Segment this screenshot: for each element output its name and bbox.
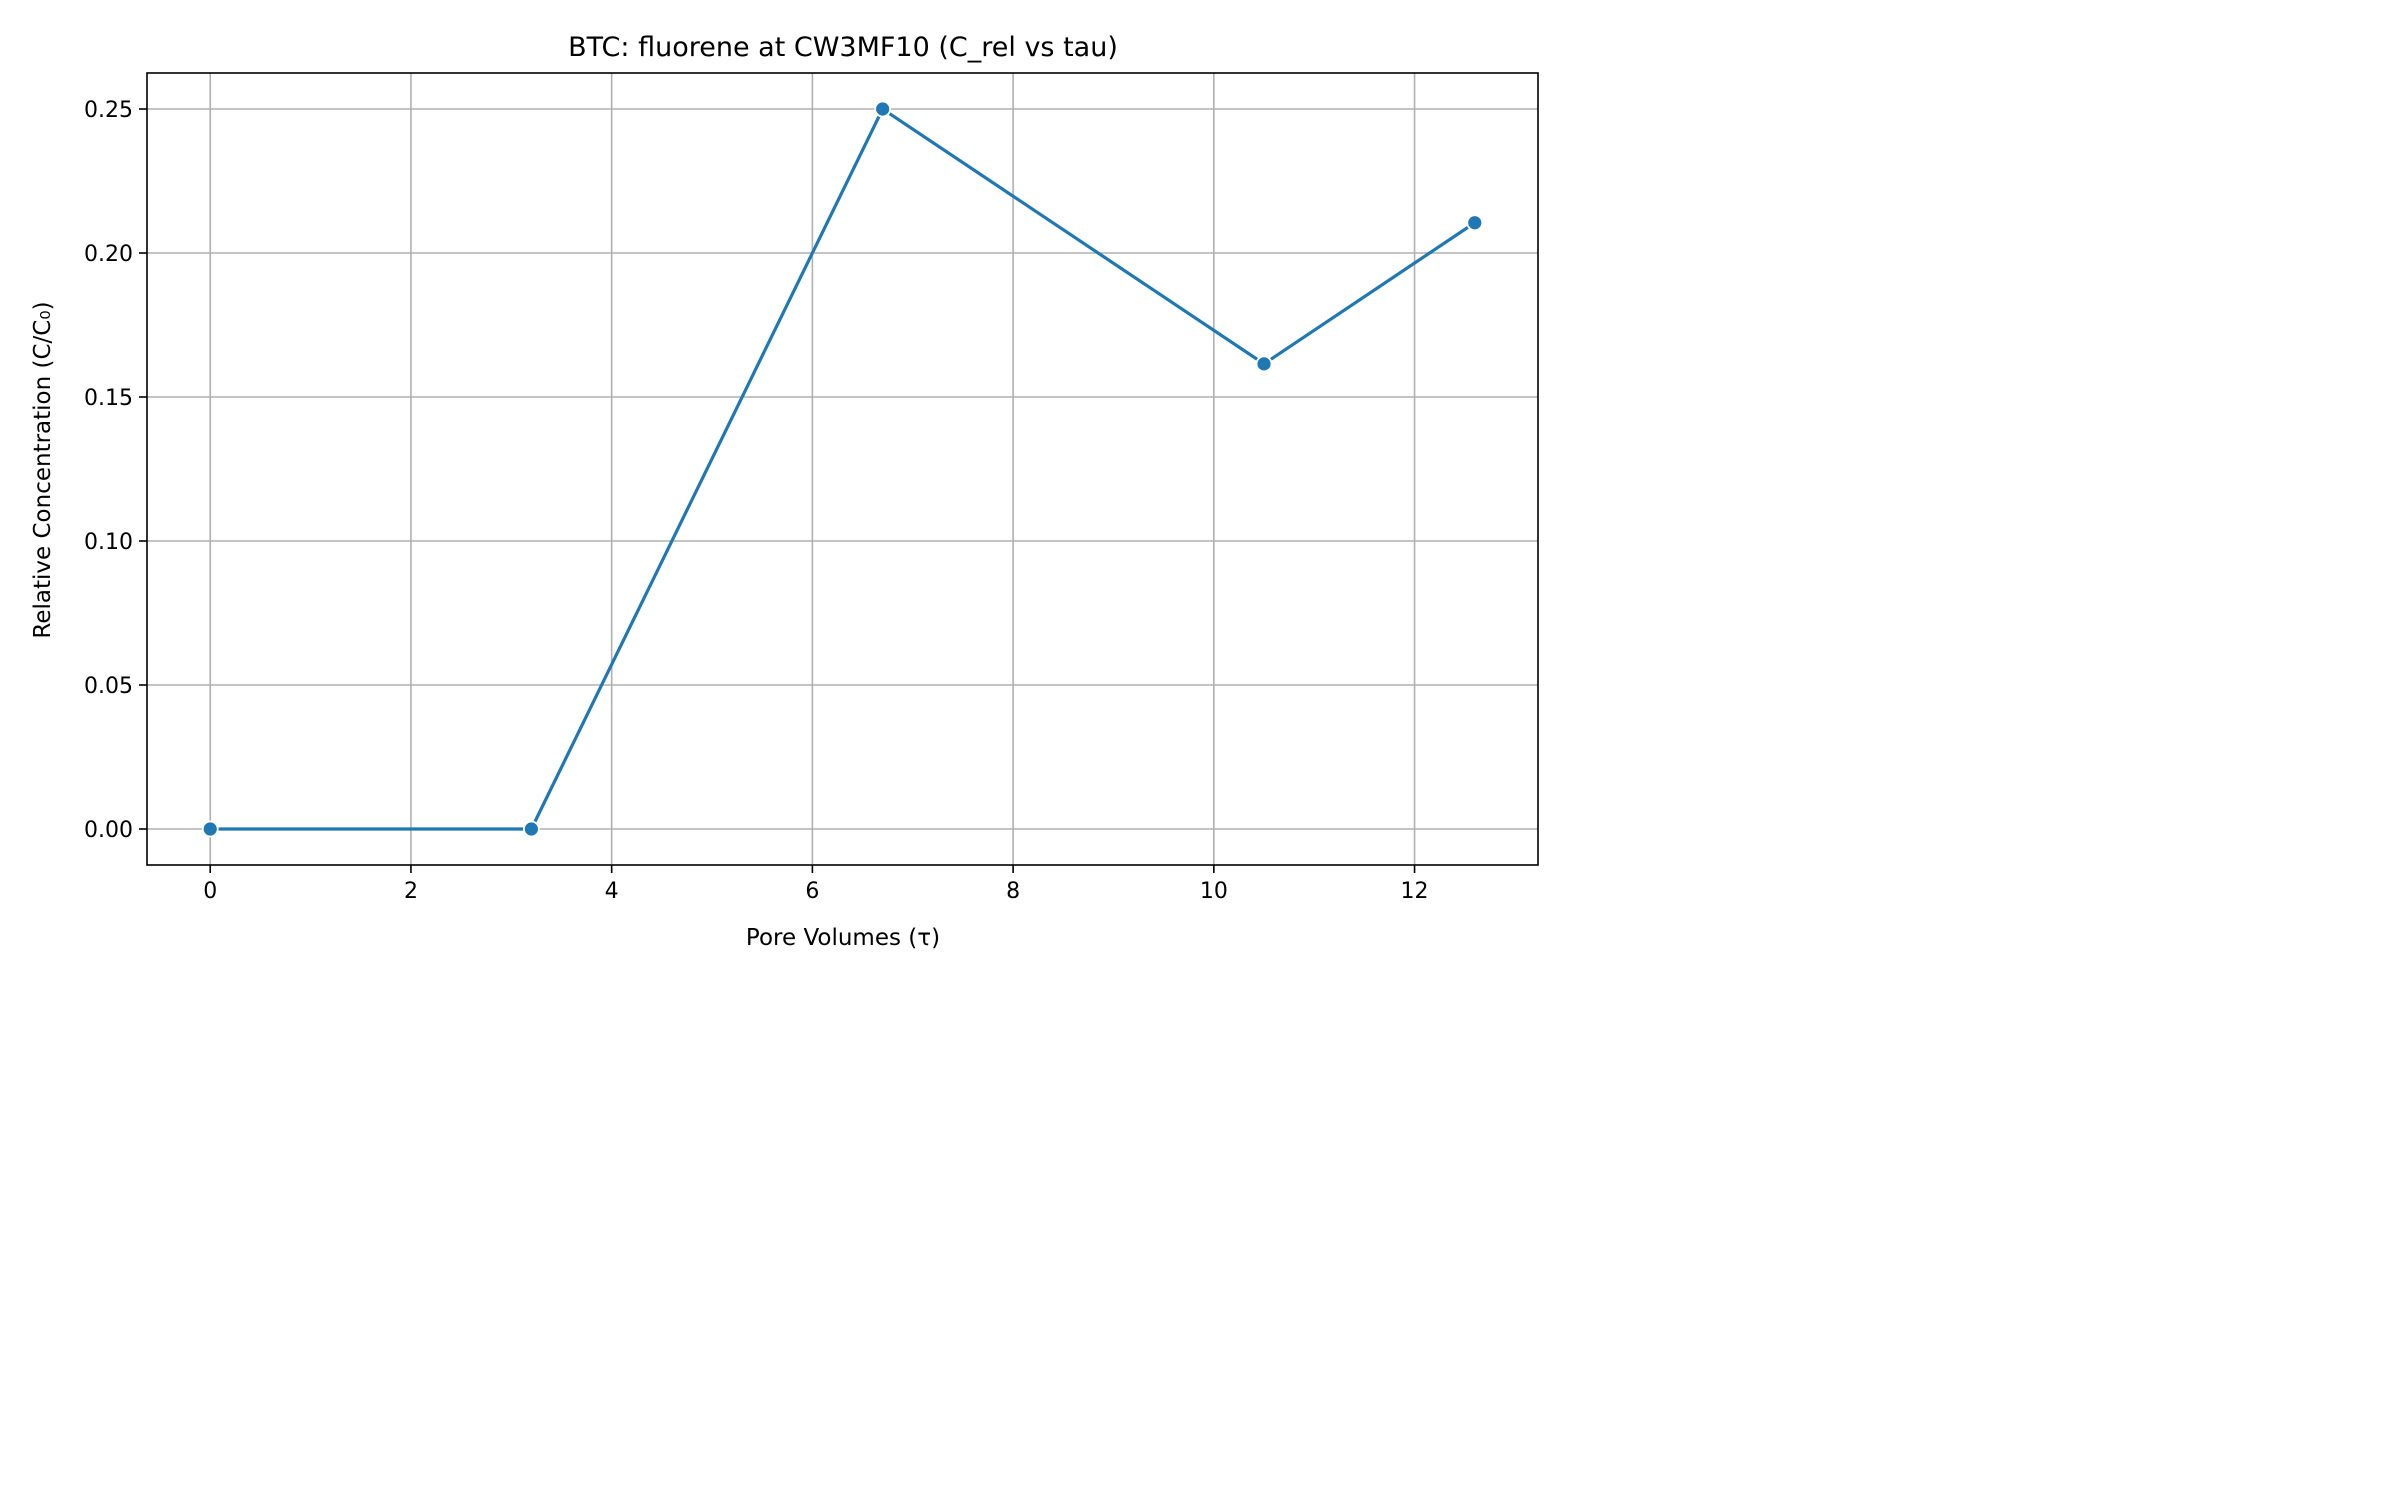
y-tick-label: 0.10: [84, 530, 133, 555]
y-tick-label: 0.20: [84, 242, 133, 267]
data-point: [1255, 355, 1273, 373]
x-tick-label: 12: [1401, 879, 1429, 904]
y-tick-label: 0.00: [84, 818, 133, 843]
line-chart: 0 2 4 6 8 10 12 0.00 0.05 0.10 0.15 0.20 0.25 BTC: f…: [30, 32, 1539, 951]
y-tick-label: 0.15: [84, 386, 133, 411]
data-point: [522, 820, 540, 838]
x-tick-label: 10: [1200, 879, 1228, 904]
series-line: [208, 107, 1477, 831]
series-layer: [201, 100, 1484, 838]
x-axis-label: Pore Volumes (τ): [746, 925, 940, 951]
y-tick-label: 0.05: [84, 674, 133, 699]
data-point: [201, 820, 219, 838]
data-point: [1466, 214, 1484, 232]
grid: [147, 73, 1538, 865]
x-tick-label: 2: [404, 879, 418, 904]
y-axis-label: Relative Concentration (C/C₀): [30, 301, 56, 638]
plot-frame: [146, 72, 1539, 866]
x-tick-label: 0: [203, 879, 217, 904]
y-tick-label: 0.25: [84, 98, 133, 123]
x-tick-label: 6: [805, 879, 819, 904]
ticks: 0 2 4 6 8 10 12 0.00 0.05 0.10 0.15 0.20 0.25: [84, 98, 1429, 904]
x-tick-label: 4: [605, 879, 619, 904]
data-point: [874, 100, 892, 118]
chart-title: BTC: fluorene at CW3MF10 (C_rel vs tau): [568, 32, 1118, 63]
chart-container: 0 2 4 6 8 10 12 0.00 0.05 0.10 0.15 0.20 0.25 BTC: f…: [0, 0, 1564, 979]
x-tick-label: 8: [1006, 879, 1020, 904]
